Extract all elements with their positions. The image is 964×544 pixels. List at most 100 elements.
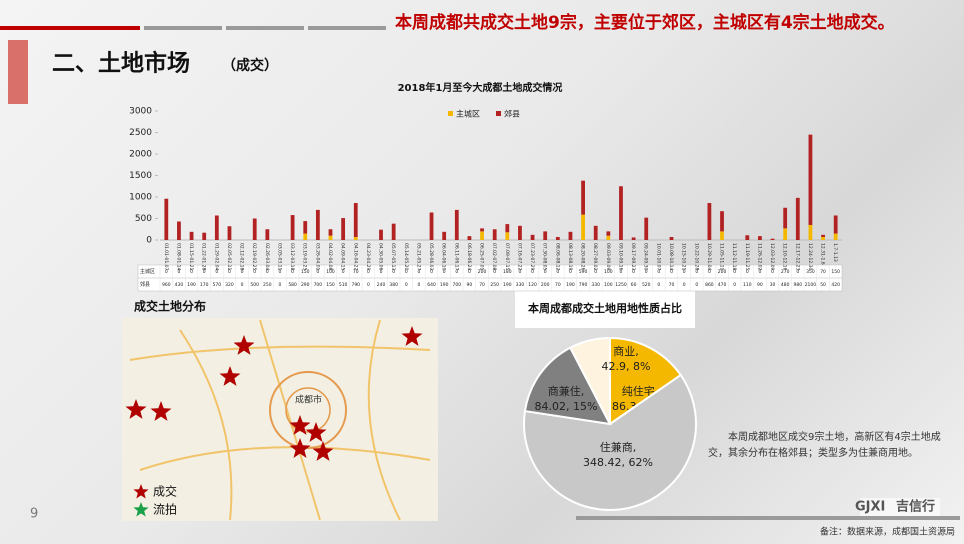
table-cell: 330 xyxy=(516,282,525,288)
x-tick-label: 12.31-1.6 xyxy=(820,243,826,265)
table-cell: 640 xyxy=(427,282,436,288)
bar-segment xyxy=(265,229,270,240)
table-cell: 0 xyxy=(405,269,408,275)
star xyxy=(401,326,423,346)
pie-title: 本周成都成交土地用地性质占比 xyxy=(528,301,682,315)
bottom-bar xyxy=(576,516,960,520)
bar-segment xyxy=(353,236,358,240)
table-cell: 0 xyxy=(683,282,686,288)
bar-segment xyxy=(770,238,775,240)
bar-segment xyxy=(530,234,535,240)
table-cell: 70 xyxy=(555,282,561,288)
x-tick-label: 04.09-04.15 xyxy=(340,243,346,271)
star xyxy=(312,441,334,461)
bar-segment xyxy=(202,232,207,240)
map-title: 成交土地分布 xyxy=(134,299,206,314)
logo-mark: GJXI xyxy=(855,500,885,515)
bar-segment xyxy=(720,211,724,232)
bar-segment xyxy=(518,225,522,240)
chart-title: 2018年1月至今大成都土地成交情况 xyxy=(398,81,563,94)
bar-segment xyxy=(227,226,232,240)
table-cell: 0 xyxy=(695,269,698,275)
bar-segment xyxy=(429,212,434,240)
bar-segment xyxy=(189,231,194,240)
x-tick-label: 08.13-08.19 xyxy=(567,243,573,271)
table-cell: 250 xyxy=(263,282,272,288)
table-cell: 700 xyxy=(314,282,323,288)
x-tick-label: 04.23-04.29 xyxy=(365,243,371,271)
table-cell: 980 xyxy=(793,282,802,288)
x-tick-label: 04.16-04.22 xyxy=(352,243,358,271)
x-tick-label: 06.04-06.10 xyxy=(441,243,447,271)
table-cell: 0 xyxy=(443,269,446,275)
table-cell: 110 xyxy=(743,282,752,288)
bar-segment xyxy=(341,218,346,240)
table-cell: 0 xyxy=(733,269,736,275)
bar-segment xyxy=(783,228,788,240)
table-cell: 0 xyxy=(468,269,471,275)
table-cell: 170 xyxy=(200,282,209,288)
title-accent xyxy=(8,40,28,104)
table-cell: 380 xyxy=(389,282,398,288)
table-cell: 0 xyxy=(367,282,370,288)
top-bar xyxy=(0,26,140,30)
slice-label: 商兼住, xyxy=(548,384,585,398)
bar-segment xyxy=(543,231,548,240)
x-tick-label: 04.02-04.08 xyxy=(327,243,333,271)
legend-swatch xyxy=(448,111,453,116)
star xyxy=(233,335,255,355)
table-cell: 960 xyxy=(162,282,171,288)
x-tick-label: 10.01-10.07 xyxy=(655,243,661,271)
headline: 本周成都共成交土地9宗，主要位于郊区，主城区有4宗土地成交。 xyxy=(395,13,895,33)
table-cell: 520 xyxy=(642,282,651,288)
bar-segment xyxy=(644,217,649,240)
x-tick-label: 01.29-02.04 xyxy=(213,243,219,271)
x-tick-label: 05.14-05.20 xyxy=(403,243,409,271)
table-cell: 150 xyxy=(326,282,335,288)
bar-segment xyxy=(328,229,333,236)
table-cell: 0 xyxy=(178,269,181,275)
table-cell: 150 xyxy=(301,269,310,275)
x-tick-label: 11.05-11.11 xyxy=(719,243,725,271)
x-tick-label: 12.03-12.09 xyxy=(769,243,775,271)
table-cell: 580 xyxy=(288,282,297,288)
x-tick-label: 10.29-11.04 xyxy=(706,243,712,271)
bar-segment xyxy=(303,221,308,234)
table-cell: 0 xyxy=(279,282,282,288)
x-tick-label: 03.26-04.01 xyxy=(314,243,320,271)
x-tick-label: 02.26-03.04 xyxy=(264,243,270,271)
table-cell: 0 xyxy=(519,269,522,275)
bar-segment xyxy=(480,228,484,232)
x-tick-label: 12.10-12.16 xyxy=(782,243,788,271)
x-tick-label: 10.22-10.28 xyxy=(693,243,699,271)
table-cell: 0 xyxy=(228,269,231,275)
bar-segment xyxy=(581,214,585,240)
star xyxy=(133,502,149,517)
x-tick-label: 06.25-07.01 xyxy=(479,243,485,271)
bar-segment xyxy=(505,224,510,233)
table-cell: 0 xyxy=(758,269,761,275)
table-cell: 0 xyxy=(165,269,168,275)
table-cell: 50 xyxy=(820,282,826,288)
table-cell: 190 xyxy=(566,282,575,288)
table-cell: 0 xyxy=(215,269,218,275)
pie-slice xyxy=(523,346,612,426)
map-legend-label: 成交 xyxy=(153,484,177,499)
table-cell: 0 xyxy=(695,282,698,288)
table-cell: 0 xyxy=(531,269,534,275)
bar-segment xyxy=(758,236,762,240)
table-cell: 0 xyxy=(241,282,244,288)
star xyxy=(125,399,147,419)
bar-segment xyxy=(808,224,813,240)
bar-segment xyxy=(619,186,623,240)
x-tick-label: 09.10-09.16 xyxy=(617,243,623,271)
star xyxy=(289,438,311,458)
bar-segment xyxy=(480,231,484,240)
bar-segment xyxy=(593,225,598,240)
table-cell: 0 xyxy=(708,269,711,275)
table-cell: 700 xyxy=(452,282,461,288)
table-cell: 0 xyxy=(670,269,673,275)
legend-label: 郊县 xyxy=(504,109,520,119)
slice-value-label: 348.42, 62% xyxy=(583,456,653,469)
bar-segment xyxy=(720,231,724,240)
